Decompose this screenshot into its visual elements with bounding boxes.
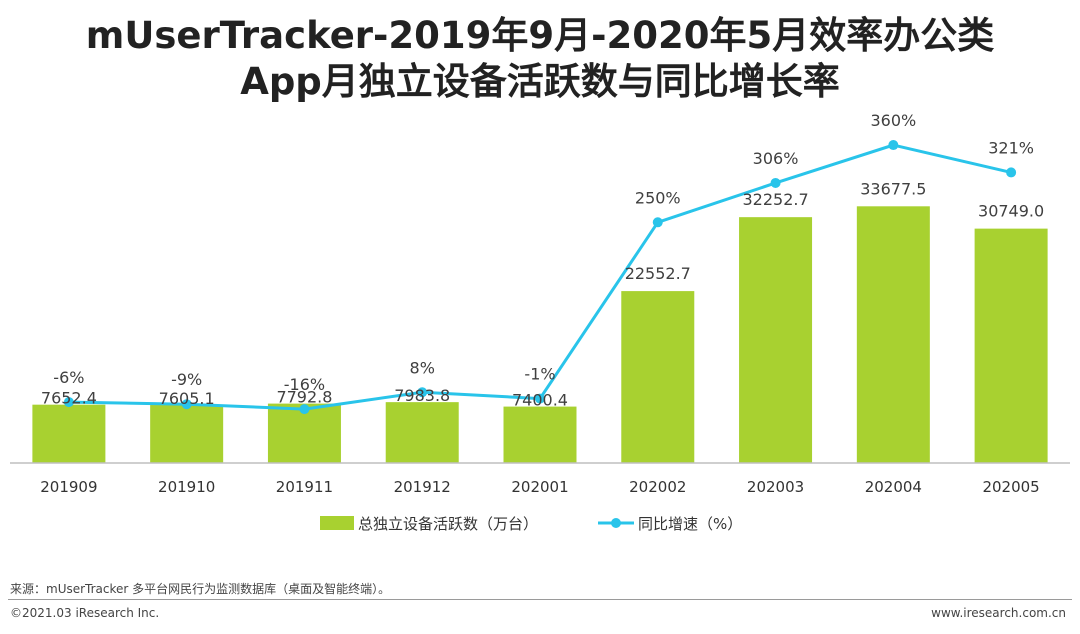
bar-label-201909: 7652.4 [41, 389, 97, 408]
growth-point-202001 [535, 393, 545, 404]
copyright: ©2021.03 iResearch Inc. [10, 606, 160, 620]
bar-label-201910: 7605.1 [159, 389, 215, 408]
bar-201910 [150, 405, 224, 463]
growth-label-202003: 306% [753, 149, 799, 168]
bar-series [32, 206, 1048, 463]
legend-line-label: 同比增速（%） [638, 515, 742, 533]
growth-label-202005: 321% [988, 138, 1034, 157]
bar-202004 [856, 206, 930, 463]
footer-divider [8, 599, 1072, 600]
growth-point-201912 [417, 387, 428, 398]
growth-label-201910: -9% [171, 370, 202, 389]
growth-label-201911: -16% [284, 375, 325, 394]
bar-202003 [739, 217, 813, 463]
legend-bar-swatch [320, 516, 354, 530]
bar-label-202004: 33677.5 [860, 179, 926, 198]
x-tick-202002: 202002 [629, 478, 686, 496]
chart-title-line-1: mUserTracker-2019年9月-2020年5月效率办公类 [85, 14, 995, 57]
x-tick-labels: 201909 201910 201911 201912 202001 202002 2020… [40, 478, 1039, 496]
growth-label-202001: -1% [524, 365, 555, 384]
bar-label-202002: 22552.7 [625, 264, 691, 283]
bar-label-202003: 32252.7 [742, 190, 808, 209]
growth-label-201912: 8% [410, 358, 435, 377]
x-tick-202003: 202003 [747, 478, 804, 496]
growth-label-202004: 360% [870, 111, 916, 130]
legend-line-dot [611, 518, 621, 528]
chart-title-line-2: App月独立设备活跃数与同比增长率 [240, 60, 840, 103]
growth-point-201909 [63, 397, 74, 408]
growth-value-labels: -6% -9% -16% 8% -1% 250% 306% 360% 321% [53, 111, 1034, 394]
growth-point-202002 [652, 217, 663, 228]
bar-202005 [974, 228, 1048, 463]
x-tick-202005: 202005 [982, 478, 1039, 496]
growth-point-202004 [888, 140, 899, 151]
website-link[interactable]: www.iresearch.com.cn [931, 606, 1066, 620]
x-tick-202004: 202004 [865, 478, 922, 496]
x-tick-201911: 201911 [276, 478, 333, 496]
x-tick-202001: 202001 [511, 478, 568, 496]
x-tick-201910: 201910 [158, 478, 215, 496]
x-tick-201912: 201912 [394, 478, 451, 496]
bar-label-201912: 7983.8 [394, 386, 450, 405]
growth-point-202005 [1006, 167, 1017, 178]
bar-value-labels: 7652.4 7605.1 7792.8 7983.8 7400.4 22552.7 322… [41, 179, 1044, 409]
bar-label-202001: 7400.4 [512, 391, 568, 410]
combo-chart: 201909 201910 201911 201912 202001 202002 2020… [10, 111, 1070, 533]
bar-label-202005: 30749.0 [978, 202, 1044, 221]
bar-label-201911: 7792.8 [276, 388, 332, 407]
growth-point-202003 [770, 177, 781, 188]
source-note: 来源：mUserTracker 多平台网民行为监测数据库（桌面及智能终端）。 [10, 582, 391, 596]
growth-label-201909: -6% [53, 368, 84, 387]
growth-point-201910 [181, 399, 192, 410]
growth-label-202002: 250% [635, 188, 681, 207]
bar-201909 [32, 404, 106, 463]
x-tick-201909: 201909 [40, 478, 97, 496]
bar-202002 [621, 291, 695, 463]
bar-201912 [385, 402, 459, 463]
bar-202001 [503, 406, 577, 463]
legend-bar-label: 总独立设备活跃数（万台） [358, 515, 538, 533]
growth-line-series [63, 140, 1017, 415]
legend: 总独立设备活跃数（万台） 同比增速（%） [320, 515, 742, 533]
growth-point-201911 [299, 404, 310, 415]
